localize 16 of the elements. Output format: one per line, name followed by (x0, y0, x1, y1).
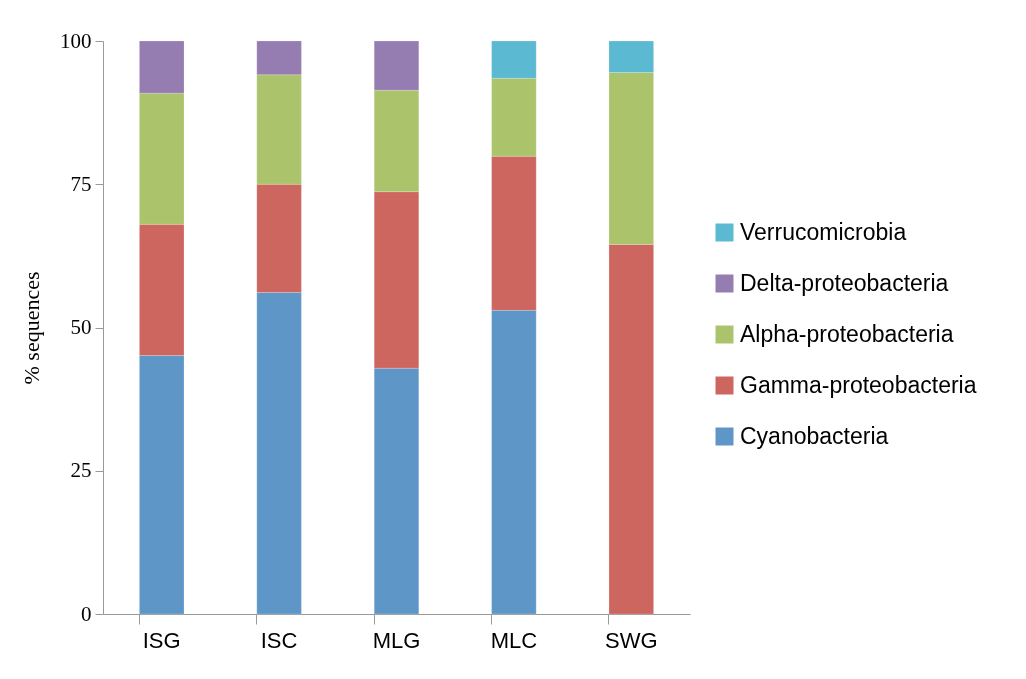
x-tick-label: MLC (490, 627, 538, 653)
y-tick-label: 25 (70, 458, 92, 483)
legend-label: Verrucomicrobia (740, 218, 907, 245)
legend-label: Delta-proteobacteria (740, 269, 949, 296)
x-tick-label: MLG (372, 627, 421, 653)
legend-label: Gamma-proteobacteria (740, 371, 977, 398)
y-tick-label: 75 (70, 171, 92, 196)
x-tick-label: ISG (142, 627, 181, 653)
y-tick-label: 100 (60, 28, 92, 53)
legend-label: Alpha-proteobacteria (740, 320, 954, 347)
x-tick-label: ISC (260, 627, 298, 653)
y-tick-label: 50 (70, 315, 92, 339)
x-tick-label: SWG (605, 627, 658, 653)
legend-label: Cyanobacteria (740, 422, 889, 449)
y-tick-label: 0 (81, 601, 92, 626)
y-axis-title: % sequences (19, 271, 44, 385)
